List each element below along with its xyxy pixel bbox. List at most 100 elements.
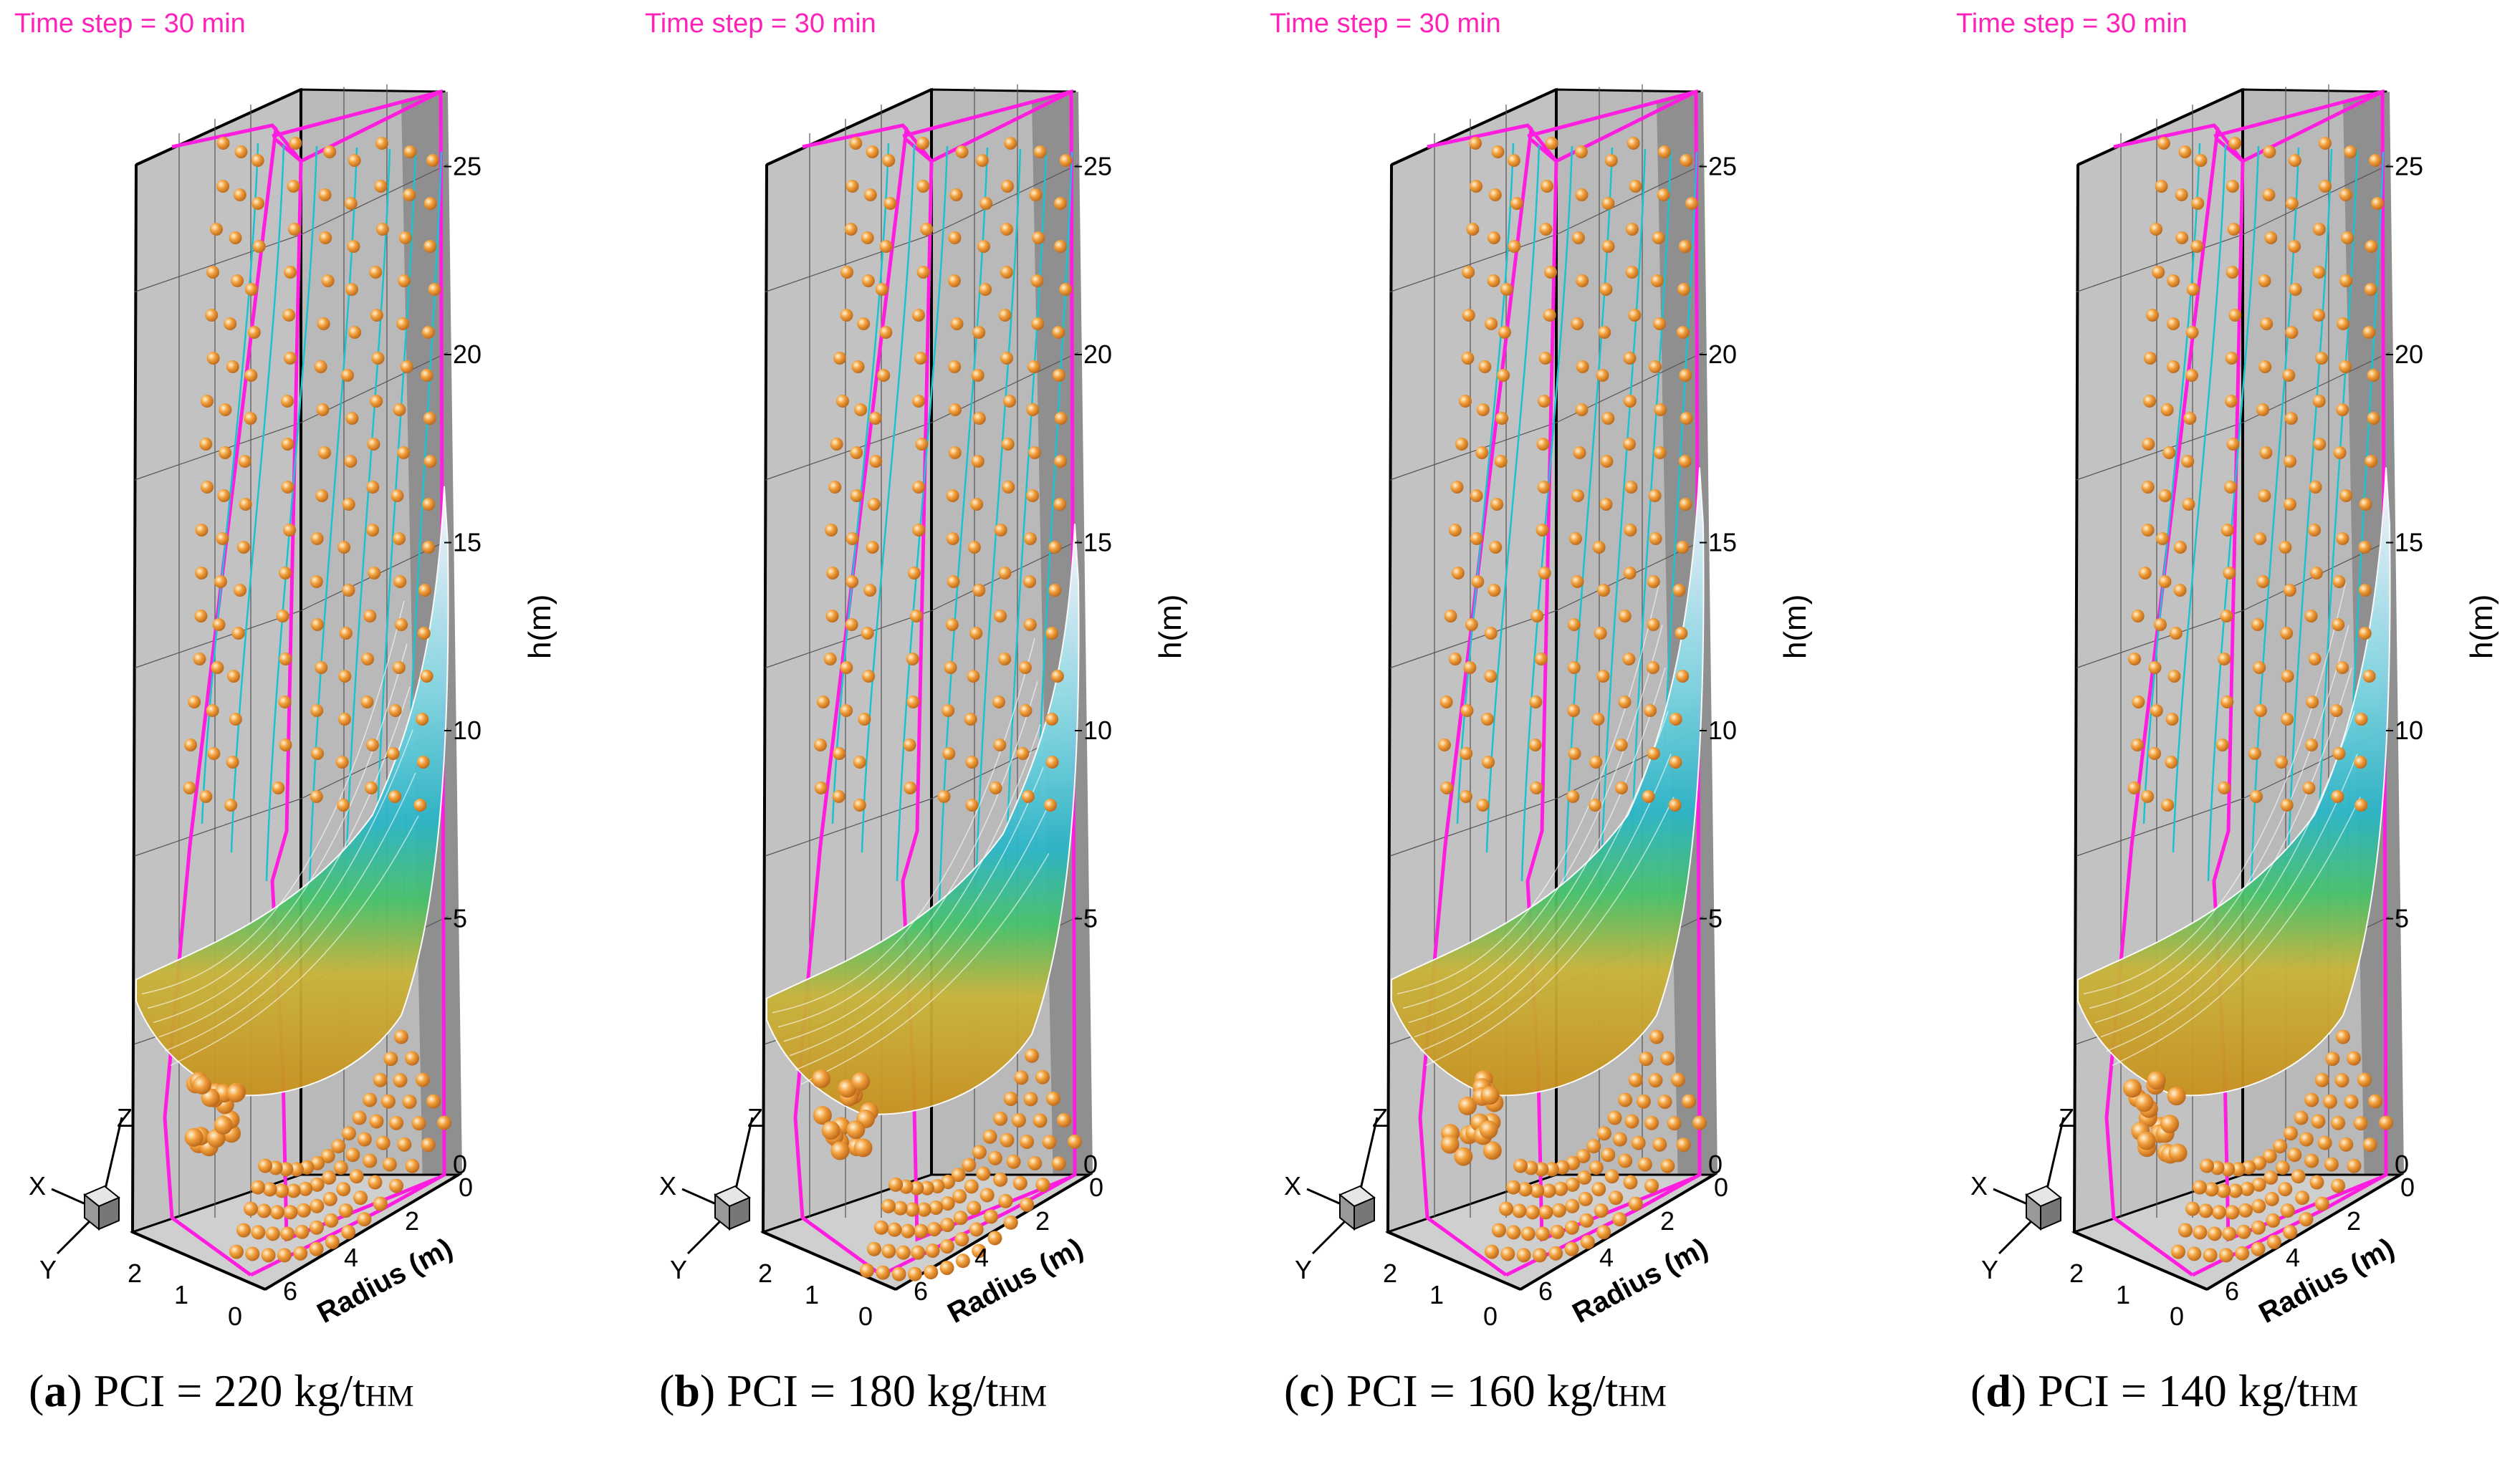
particle xyxy=(947,274,961,287)
particle xyxy=(929,1200,944,1215)
particle xyxy=(825,610,839,622)
particle xyxy=(2275,1160,2290,1175)
particle xyxy=(948,231,962,244)
z-tick-label: 15 xyxy=(1708,528,1737,557)
particle xyxy=(1648,489,1662,502)
particle xyxy=(2223,567,2236,579)
particle xyxy=(2235,1246,2250,1261)
particle xyxy=(420,670,433,683)
particle xyxy=(2365,240,2378,253)
particle xyxy=(2332,747,2346,760)
particle xyxy=(1685,197,1699,210)
particle xyxy=(982,1129,997,1144)
particle xyxy=(1548,1246,1563,1261)
particle xyxy=(866,541,879,554)
particle xyxy=(828,481,842,494)
particle xyxy=(1455,438,1468,451)
particle xyxy=(322,1170,337,1185)
particle xyxy=(2358,584,2372,597)
particle xyxy=(1575,188,1589,201)
caption-paren: ( xyxy=(1284,1365,1300,1416)
particle xyxy=(1536,1226,1551,1241)
caption-letter: b xyxy=(674,1365,700,1416)
particle xyxy=(2142,438,2155,451)
particle xyxy=(337,541,351,554)
particle xyxy=(1500,1246,1515,1261)
particle xyxy=(811,1069,830,1089)
particle xyxy=(1626,137,1640,150)
particle xyxy=(422,541,436,554)
particle xyxy=(970,498,984,511)
particle xyxy=(912,524,926,537)
particle xyxy=(289,137,302,150)
particle xyxy=(2317,1135,2332,1150)
particle xyxy=(1480,713,1494,726)
surface-mesh-line xyxy=(2106,754,2358,1052)
particle xyxy=(366,481,380,494)
particle xyxy=(1618,610,1632,622)
particle xyxy=(2256,575,2270,588)
particle xyxy=(1543,309,1556,322)
particle xyxy=(2325,1052,2340,1067)
particle xyxy=(1059,154,1073,167)
particle xyxy=(1658,145,1672,158)
particle xyxy=(2226,266,2239,279)
particle xyxy=(1541,1183,1556,1198)
particle xyxy=(1601,240,1615,253)
particle xyxy=(1692,1115,1707,1130)
particle xyxy=(403,188,416,201)
triad-label-y: Y xyxy=(1295,1255,1312,1284)
surface-mesh-line xyxy=(1408,668,1666,1024)
particle xyxy=(1000,180,1014,193)
particle xyxy=(866,145,879,158)
particles xyxy=(183,137,451,1263)
particle xyxy=(391,489,404,502)
particle xyxy=(234,145,248,158)
particle xyxy=(317,446,331,459)
particle xyxy=(1669,756,1682,769)
particle xyxy=(1471,575,1485,588)
particle xyxy=(939,1238,954,1254)
particle xyxy=(861,231,874,244)
particle xyxy=(227,670,241,683)
particle xyxy=(194,610,208,622)
particle xyxy=(940,1196,955,1211)
particle xyxy=(2251,1198,2266,1213)
axis-triad: X Y Z xyxy=(29,1103,133,1284)
particle xyxy=(2236,1224,2251,1239)
particle xyxy=(969,1222,984,1237)
particle xyxy=(2344,1095,2359,1110)
particle xyxy=(212,618,226,631)
particle xyxy=(2332,575,2346,588)
particle xyxy=(1012,1175,1027,1191)
grid-line xyxy=(765,422,932,481)
particle xyxy=(2311,1114,2326,1129)
particle xyxy=(1671,1072,1685,1087)
particle xyxy=(2150,704,2163,717)
particle xyxy=(1607,1110,1622,1125)
furnace-outline xyxy=(271,90,442,164)
particle xyxy=(1028,446,1042,459)
particle xyxy=(2160,403,2174,416)
caption-letter: a xyxy=(44,1365,67,1416)
particle xyxy=(344,455,358,468)
particle xyxy=(276,610,289,622)
particle xyxy=(258,1158,272,1173)
particle xyxy=(976,1166,991,1181)
particle xyxy=(1057,1112,1071,1127)
particle xyxy=(2162,446,2176,459)
particle xyxy=(998,567,1012,579)
particle xyxy=(850,446,863,459)
particle xyxy=(211,661,224,674)
particle xyxy=(347,240,360,253)
particle xyxy=(1023,532,1037,545)
particle xyxy=(2127,781,2141,794)
particle xyxy=(2282,369,2296,382)
particle xyxy=(2279,541,2292,554)
panel-d: Time step = 30 min 5 10 15 20 25 0 h(m) 0 2 4 6 Radi… xyxy=(1942,0,2520,1467)
radius-tick-label: 0 xyxy=(1714,1173,1728,1202)
caption-subscript: HM xyxy=(1618,1380,1667,1413)
particle xyxy=(1035,1177,1050,1192)
particle xyxy=(397,446,411,459)
particle xyxy=(2299,1212,2314,1227)
